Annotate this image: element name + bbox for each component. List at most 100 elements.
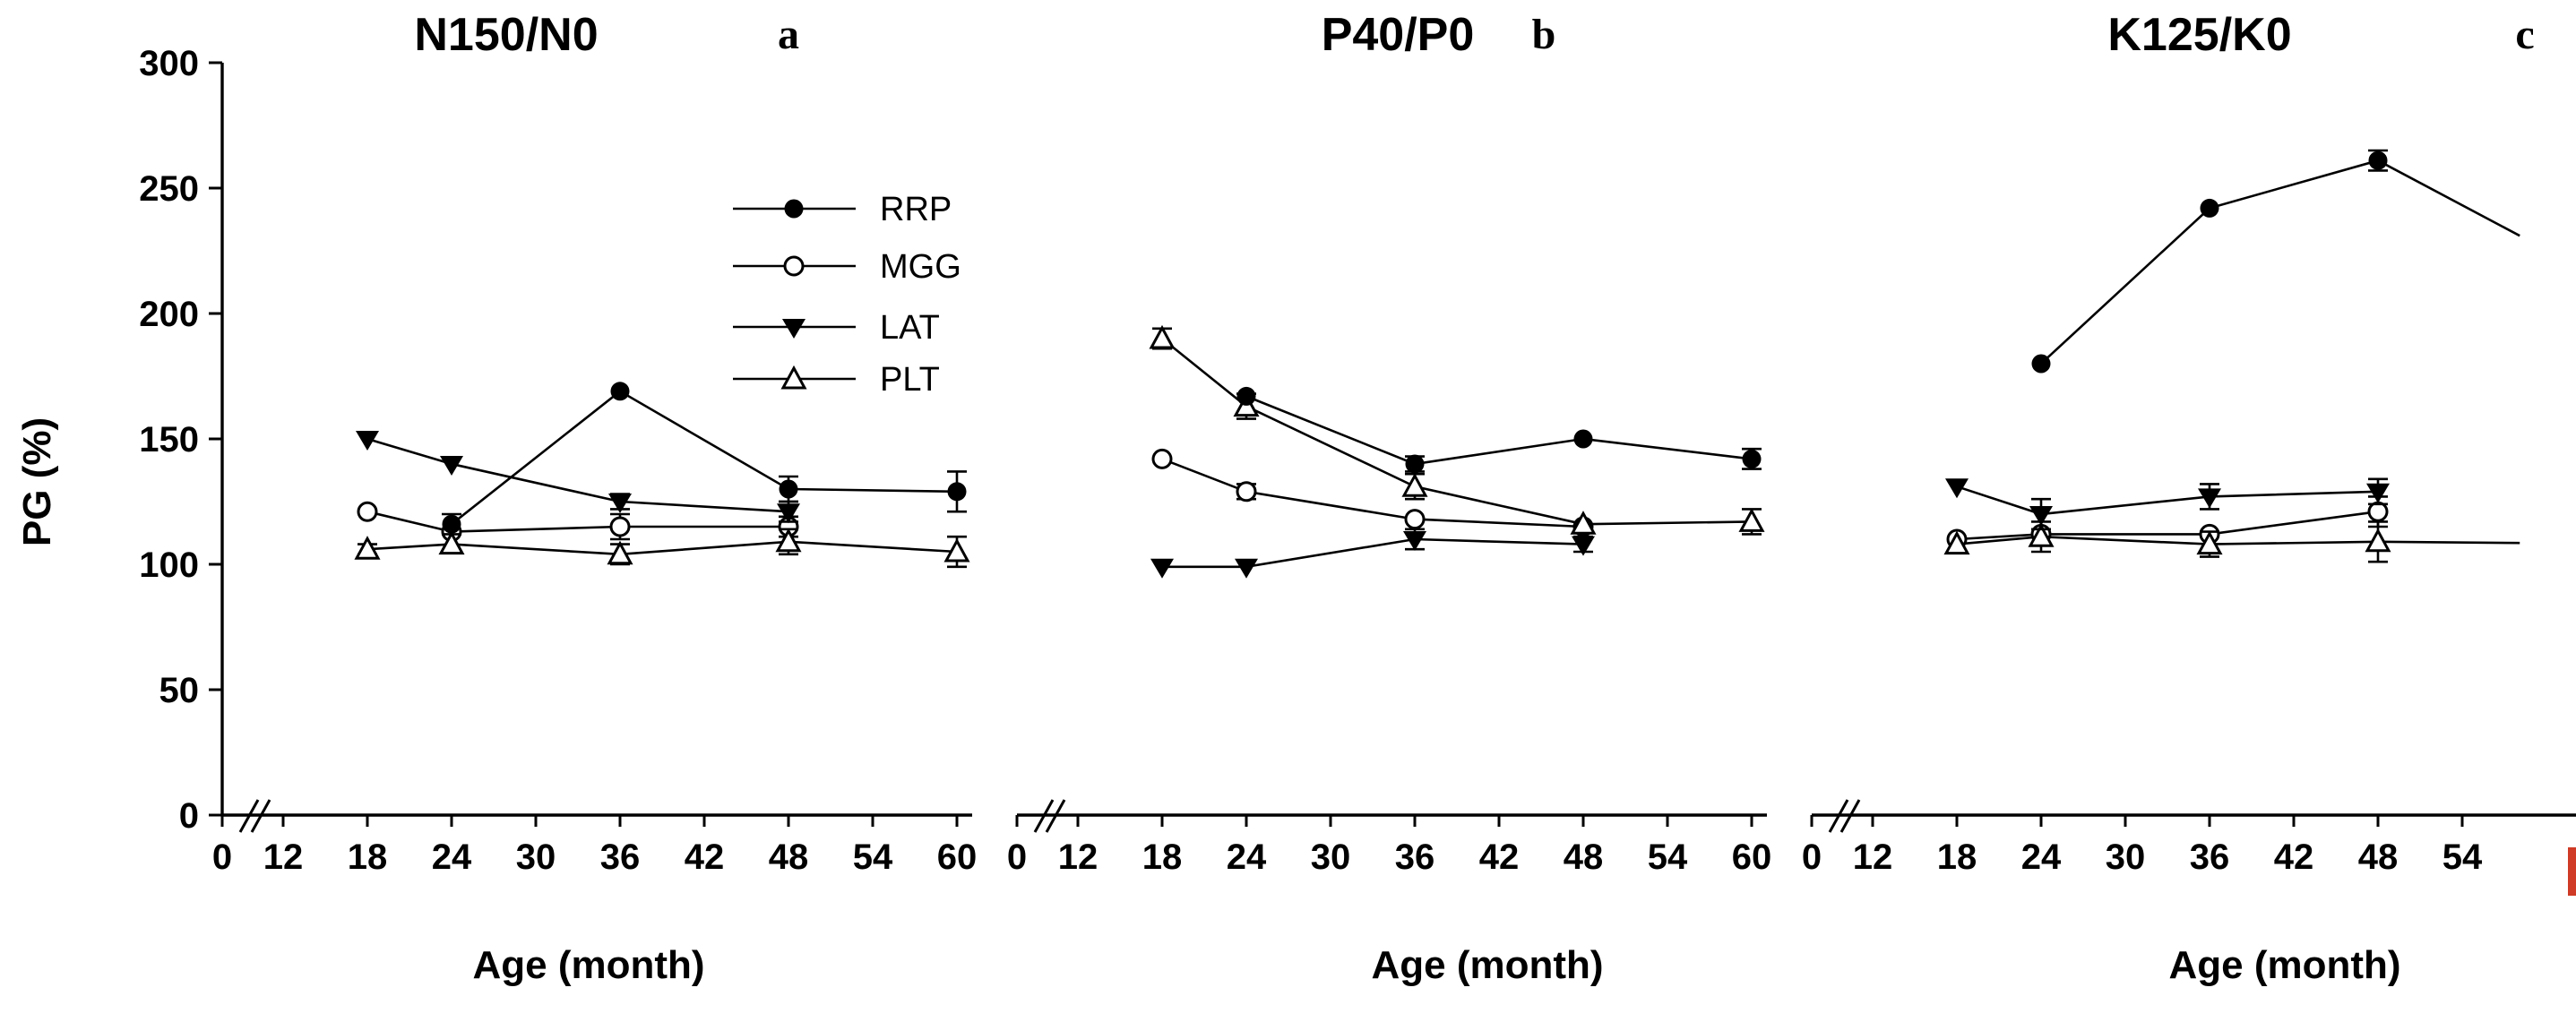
series-line bbox=[2040, 159, 2520, 365]
open-circle-marker bbox=[1151, 448, 1173, 469]
filled-triangle-down-marker bbox=[1945, 478, 1969, 499]
y-tick-label: 250 bbox=[139, 169, 199, 209]
x-tick-label: 18 bbox=[1142, 837, 1183, 877]
clipped-60-label-sliver bbox=[2568, 847, 2576, 896]
y-tick-label: 150 bbox=[139, 420, 199, 459]
x-tick-label: 36 bbox=[2190, 837, 2230, 877]
series-LAT bbox=[1150, 528, 1595, 579]
series-line bbox=[451, 390, 958, 526]
open-circle-marker bbox=[783, 255, 805, 277]
filled-triangle-down-marker bbox=[777, 503, 800, 524]
legend-label: RRP bbox=[880, 191, 952, 228]
x-tick-label: 54 bbox=[2442, 837, 2483, 877]
x-tick-label: 18 bbox=[348, 837, 388, 877]
series-PLT bbox=[354, 528, 970, 569]
series-line bbox=[366, 510, 788, 533]
filled-triangle-down-marker bbox=[1572, 536, 1595, 556]
series-RRP bbox=[442, 382, 967, 536]
legend-label: MGG bbox=[880, 248, 961, 286]
series-line bbox=[1245, 395, 1753, 466]
panel-c: 0 12 18 24 30 36 42 48 54 K125/K0 c Age (month) bbox=[1802, 9, 2576, 987]
series-line bbox=[1162, 537, 1584, 569]
panel-letter: a bbox=[778, 11, 799, 58]
y-axis-title: PG (%) bbox=[15, 417, 59, 546]
legend-item-MGG: MGG bbox=[733, 248, 961, 286]
x-tick-label: 12 bbox=[263, 837, 304, 877]
open-triangle-up-marker bbox=[1401, 473, 1428, 497]
open-triangle-up-marker bbox=[1149, 324, 1176, 349]
axis-break-mark bbox=[1045, 799, 1066, 833]
x-tick-label: 24 bbox=[1227, 837, 1267, 877]
open-triangle-up-marker bbox=[943, 537, 970, 563]
filled-triangle-down-marker bbox=[782, 319, 806, 339]
axis-break-mark bbox=[1033, 799, 1055, 833]
x-tick-label: 48 bbox=[1564, 837, 1604, 877]
legend-item-RRP: RRP bbox=[733, 191, 952, 228]
legend: RRP MGG LAT PLT bbox=[733, 191, 961, 399]
series-PLT bbox=[1149, 324, 1765, 536]
filled-circle-marker bbox=[1573, 429, 1593, 449]
y-tick-label: 50 bbox=[159, 671, 200, 710]
series-line bbox=[366, 437, 789, 513]
legend-label: LAT bbox=[880, 309, 940, 347]
legend-item-LAT: LAT bbox=[733, 309, 940, 347]
filled-circle-marker bbox=[2368, 150, 2388, 170]
series-line bbox=[1956, 485, 2379, 516]
filled-circle-marker bbox=[442, 514, 461, 534]
open-triangle-up-marker bbox=[2365, 528, 2391, 553]
x-axis-title: Age (month) bbox=[472, 943, 704, 987]
axis-break-mark bbox=[238, 799, 260, 833]
x-tick-label: 36 bbox=[1395, 837, 1435, 877]
x-tick-label: 42 bbox=[1479, 837, 1520, 877]
open-triangle-up-marker bbox=[607, 540, 633, 565]
x-tick-label: 12 bbox=[1853, 837, 1893, 877]
open-triangle-up-marker bbox=[775, 528, 802, 553]
x-tick-label: 24 bbox=[432, 837, 472, 877]
panel-title: P40/P0 bbox=[1322, 9, 1475, 61]
open-triangle-up-marker bbox=[2196, 530, 2223, 555]
open-triangle-up-marker bbox=[1570, 511, 1597, 535]
open-circle-marker bbox=[1236, 481, 1257, 502]
filled-circle-marker bbox=[947, 482, 967, 502]
open-triangle-up-marker bbox=[354, 536, 381, 560]
filled-triangle-down-marker bbox=[1235, 558, 1258, 579]
panel-a: 0 12 18 24 30 36 42 48 54 60 N150/N0 a Age (month) bbox=[212, 9, 977, 987]
filled-circle-marker bbox=[1405, 454, 1425, 474]
panel-b: 0 12 18 24 30 36 42 48 54 60 P40/P0 b Age (month) bbox=[1007, 9, 1771, 987]
x-axis-title: Age (month) bbox=[2168, 943, 2400, 987]
x-axis-title: Age (month) bbox=[1371, 943, 1603, 987]
series-RRP bbox=[2031, 149, 2520, 374]
y-tick-label: 100 bbox=[139, 545, 199, 585]
open-triangle-up-marker bbox=[780, 365, 807, 390]
x-tick-label: 0 bbox=[1802, 837, 1822, 877]
y-axis: 0 50 100 150 200 250 300 PG (%) bbox=[15, 44, 224, 836]
filled-triangle-down-marker bbox=[1403, 531, 1426, 551]
series-RRP bbox=[1236, 386, 1762, 474]
filled-circle-marker bbox=[2200, 198, 2219, 218]
axis-break-mark bbox=[1839, 799, 1861, 833]
filled-triangle-down-marker bbox=[1150, 558, 1174, 579]
panel-letter: c bbox=[2515, 11, 2534, 58]
open-triangle-up-marker bbox=[1738, 508, 1765, 532]
series-line bbox=[1956, 510, 2379, 541]
legend-item-PLT: PLT bbox=[733, 361, 940, 399]
panel-letter: b bbox=[1532, 11, 1556, 58]
open-circle-marker bbox=[1404, 509, 1426, 530]
panel-title: N150/N0 bbox=[414, 9, 598, 61]
open-triangle-up-marker bbox=[438, 530, 465, 555]
filled-circle-marker bbox=[2031, 354, 2051, 374]
x-tick-label: 24 bbox=[2021, 837, 2062, 877]
filled-circle-marker bbox=[1742, 449, 1762, 468]
x-tick-label: 0 bbox=[1007, 837, 1027, 877]
x-tick-label: 48 bbox=[769, 837, 809, 877]
filled-circle-marker bbox=[1236, 386, 1256, 406]
x-tick-label: 30 bbox=[516, 837, 556, 877]
open-circle-marker bbox=[609, 516, 631, 537]
x-tick-label: 0 bbox=[212, 837, 232, 877]
series-line bbox=[1161, 458, 1584, 528]
x-tick-label: 18 bbox=[1937, 837, 1977, 877]
axis-break-mark bbox=[250, 799, 271, 833]
x-tick-label: 54 bbox=[853, 837, 893, 877]
filled-triangle-down-marker bbox=[2029, 506, 2053, 526]
